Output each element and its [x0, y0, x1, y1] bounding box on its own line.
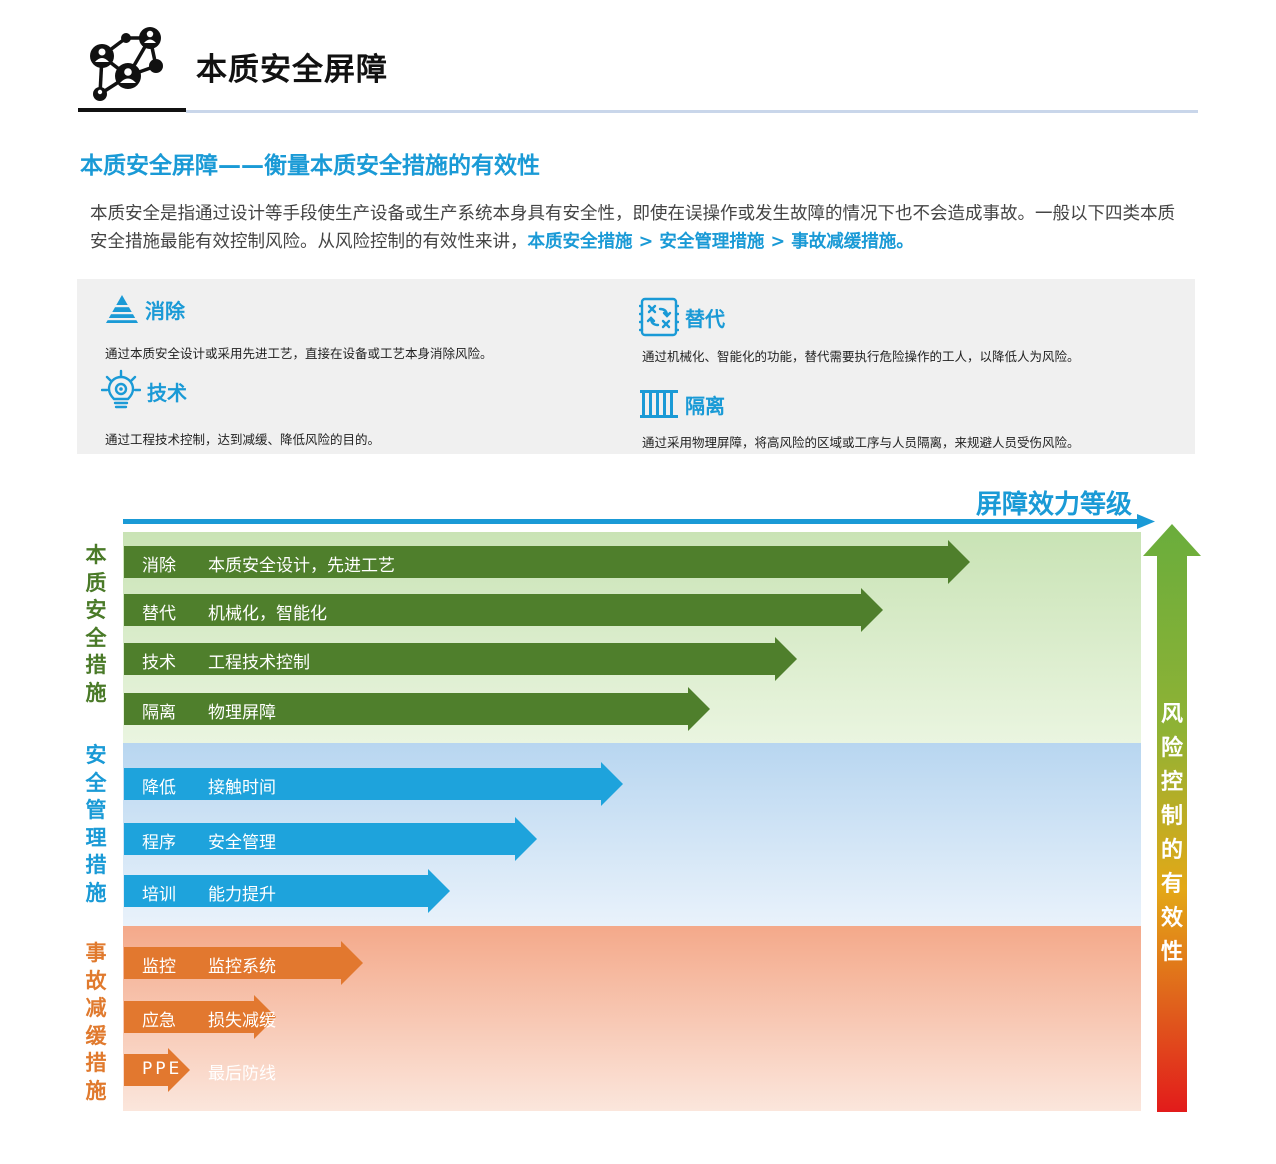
- axis-title-risk-effectiveness: 风险控制的有效性: [1160, 702, 1183, 965]
- group-label-mitigation: 事故减缓措施: [85, 941, 107, 1103]
- bar-arrow: 替代 机械化，智能化: [124, 588, 883, 632]
- bar-key: 程序: [142, 833, 176, 853]
- bar-arrow: 培训 能力提升: [124, 869, 450, 913]
- intro-paragraph: 本质安全是指通过设计等手段使生产设备或生产系统本身具有安全性，即使在误操作或发生…: [90, 200, 1190, 256]
- bar-arrow: 消除 本质安全设计，先进工艺: [124, 540, 970, 584]
- header-rule-light: [186, 110, 1198, 113]
- bar-value: 接触时间: [208, 778, 276, 798]
- bar-arrow: 监控 监控系统: [124, 941, 363, 985]
- intro-text: 本质安全是指通过设计等手段使生产设备或生产系统本身具有安全性，即使在误操作或发生…: [90, 204, 1175, 252]
- axis-title-barrier-level: 屏障效力等级: [976, 490, 1133, 520]
- top-axis-arrow: [123, 514, 1155, 529]
- pyramid-icon: [106, 295, 138, 323]
- category-technology: 技术: [101, 369, 187, 413]
- bar-key: 监控: [142, 957, 176, 977]
- bar-value: 物理屏障: [208, 703, 276, 723]
- bar-arrow: PPE 最后防线: [124, 1048, 276, 1092]
- category-title: 技术: [147, 380, 187, 405]
- network-people-icon: [90, 27, 163, 101]
- bar-value: 工程技术控制: [208, 653, 310, 673]
- group-label-management: 安全管理措施: [85, 743, 107, 905]
- category-elimination: 消除: [105, 293, 185, 325]
- bar-value: 最后防线: [208, 1064, 276, 1084]
- barrier-icon: [640, 390, 678, 418]
- category-title: 替代: [685, 306, 725, 331]
- bar-key: 培训: [142, 885, 176, 905]
- bar-key: 技术: [142, 653, 176, 673]
- bar-value: 损失减缓: [208, 1011, 276, 1031]
- risk-effectiveness-arrow: [1143, 524, 1201, 1112]
- bar-value: 能力提升: [208, 885, 276, 905]
- category-substitution: 替代: [639, 296, 725, 338]
- bar-arrow: 应急 损失减缓: [124, 995, 276, 1039]
- bar-value: 机械化，智能化: [208, 604, 327, 624]
- category-title: 隔离: [685, 393, 725, 418]
- categories-panel: 消除 通过本质安全设计或采用先进工艺，直接在设备或工艺本身消除风险。 技术 通过…: [77, 279, 1195, 454]
- category-desc: 通过机械化、智能化的功能，替代需要执行危险操作的工人，以降低人为风险。: [642, 349, 1080, 364]
- bar-value: 监控系统: [208, 957, 276, 977]
- category-title: 消除: [145, 298, 185, 323]
- bar-arrow: 技术 工程技术控制: [124, 637, 797, 681]
- bar-key: PPE: [142, 1059, 183, 1079]
- page-title: 本质安全屏障: [196, 52, 388, 88]
- bar-key: 隔离: [142, 703, 176, 723]
- bar-key: 应急: [142, 1011, 176, 1031]
- substitution-icon: [639, 297, 679, 337]
- header-rule: [78, 108, 186, 112]
- bar-key: 消除: [142, 556, 176, 576]
- bar-value: 本质安全设计，先进工艺: [208, 556, 395, 576]
- bar-arrow: 程序 安全管理: [124, 817, 537, 861]
- category-isolation: 隔离: [639, 389, 725, 419]
- bar-key: 降低: [142, 778, 176, 798]
- category-desc: 通过本质安全设计或采用先进工艺，直接在设备或工艺本身消除风险。: [105, 346, 493, 361]
- group-label-intrinsic: 本质安全措施: [85, 543, 107, 705]
- bar-value: 安全管理: [208, 833, 276, 853]
- lightbulb-icon: [101, 369, 141, 409]
- bar-arrow: 降低 接触时间: [124, 762, 623, 806]
- bar-key: 替代: [142, 604, 176, 624]
- category-desc: 通过采用物理屏障，将高风险的区域或工序与人员隔离，来规避人员受伤风险。: [642, 435, 1080, 450]
- bar-arrow: 隔离 物理屏障: [124, 687, 710, 731]
- category-desc: 通过工程技术控制，达到减缓、降低风险的目的。: [105, 432, 381, 447]
- section-subtitle: 本质安全屏障——衡量本质安全措施的有效性: [80, 153, 540, 179]
- intro-highlight: 本质安全措施 > 安全管理措施 > 事故减缓措施。: [527, 232, 914, 252]
